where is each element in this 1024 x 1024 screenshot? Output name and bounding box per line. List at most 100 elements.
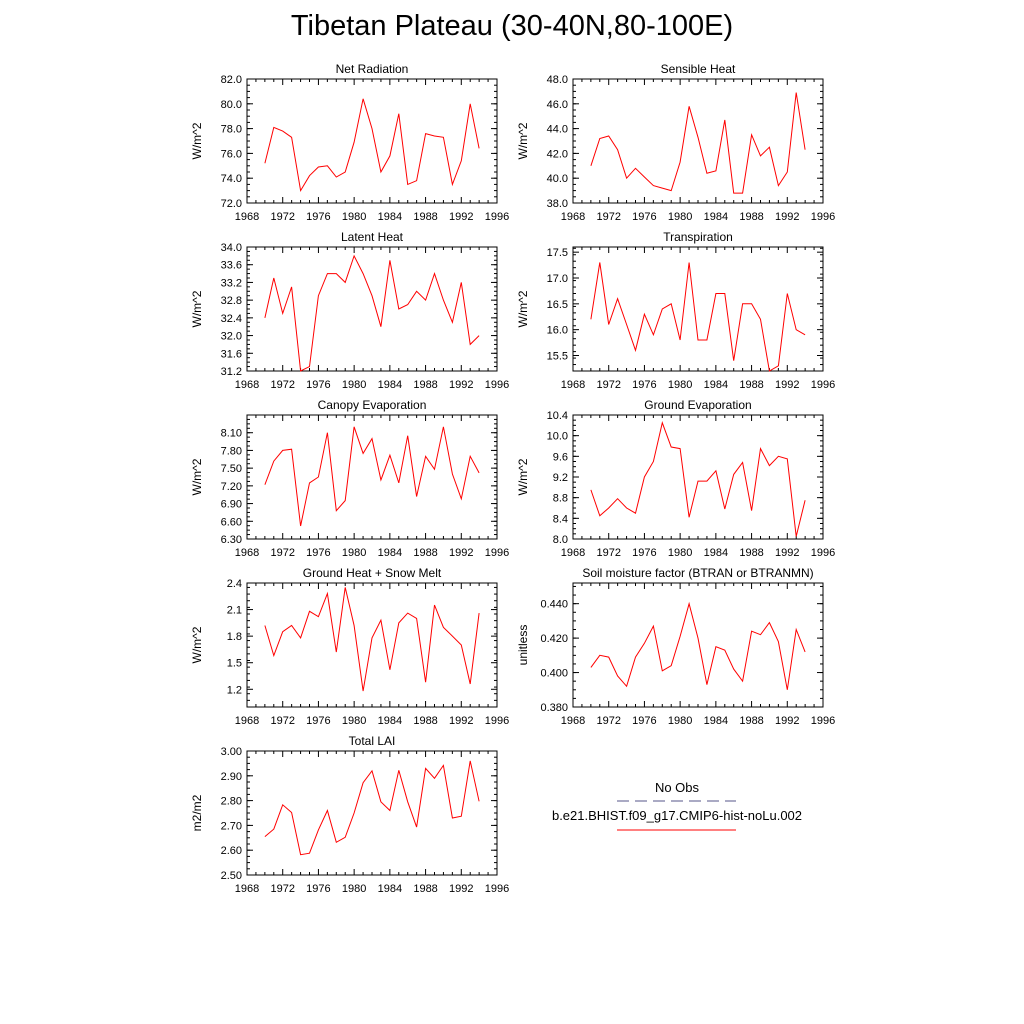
y-tick-label: 17.0 — [547, 273, 568, 285]
y-tick-label: 1.5 — [227, 658, 242, 670]
x-tick-label: 1980 — [342, 883, 366, 895]
y-tick-label: 42.0 — [547, 148, 568, 160]
x-tick-label: 1984 — [704, 379, 728, 391]
y-tick-label: 9.6 — [553, 451, 568, 463]
y-tick-label: 2.60 — [221, 845, 242, 857]
x-tick-label: 1996 — [811, 211, 835, 223]
x-tick-label: 1996 — [811, 547, 835, 559]
plot-frame — [246, 414, 498, 540]
x-tick-label: 1988 — [739, 211, 763, 223]
y-tick-label: 82.0 — [221, 74, 242, 86]
x-tick-label: 1996 — [811, 715, 835, 727]
chart-panel: Sensible Heat W/m^2 1968 1972 1976 1980 1984 19… — [516, 62, 835, 223]
x-tick-label: 1996 — [485, 883, 509, 895]
x-tick-label: 1984 — [378, 211, 402, 223]
x-tick-label: 1976 — [632, 547, 656, 559]
y-tick-label: 31.6 — [221, 348, 242, 360]
y-tick-label: 7.80 — [221, 445, 242, 457]
y-axis-label: W/m^2 — [516, 290, 530, 327]
chart-panel: Ground Evaporation W/m^2 1968 1972 1976 1980 1… — [516, 398, 835, 559]
x-tick-label: 1976 — [306, 547, 330, 559]
y-tick-label: 0.400 — [540, 668, 568, 680]
y-axis-label: W/m^2 — [516, 122, 530, 159]
y-tick-label: 8.4 — [553, 513, 568, 525]
y-tick-label: 48.0 — [547, 74, 568, 86]
y-tick-label: 10.4 — [547, 410, 568, 422]
chart-title: Soil moisture factor (BTRAN or BTRANMN) — [582, 566, 813, 580]
x-tick-label: 1980 — [342, 379, 366, 391]
plot-frame — [246, 78, 498, 204]
x-tick-label: 1996 — [485, 379, 509, 391]
chart-panel: Transpiration W/m^2 1968 1972 1976 1980 1984 19… — [516, 230, 835, 391]
y-tick-label: 9.2 — [553, 472, 568, 484]
x-tick-label: 1988 — [413, 547, 437, 559]
chart-title: Transpiration — [663, 230, 733, 244]
x-tick-label: 1984 — [378, 547, 402, 559]
y-tick-label: 2.90 — [221, 771, 242, 783]
y-tick-label: 2.80 — [221, 796, 242, 808]
y-tick-label: 0.440 — [540, 599, 568, 611]
x-tick-label: 1984 — [704, 715, 728, 727]
x-tick-label: 1984 — [378, 715, 402, 727]
series-line — [264, 760, 480, 856]
x-tick-label: 1992 — [775, 715, 799, 727]
y-tick-label: 2.4 — [227, 578, 242, 590]
y-tick-label: 6.30 — [221, 534, 242, 546]
legend: No Obs b.e21.BHIST.f09_g17.CMIP6-hist-no… — [552, 780, 802, 831]
legend-obs-label: No Obs — [655, 780, 700, 795]
x-tick-label: 1992 — [449, 715, 473, 727]
series-line — [264, 98, 480, 193]
y-tick-label: 46.0 — [547, 99, 568, 111]
y-axis-label: W/m^2 — [190, 290, 204, 327]
y-tick-label: 74.0 — [221, 173, 242, 185]
x-tick-label: 1988 — [739, 379, 763, 391]
y-axis-label: W/m^2 — [190, 122, 204, 159]
x-tick-label: 1972 — [596, 547, 620, 559]
chart-title: Canopy Evaporation — [318, 398, 427, 412]
x-tick-label: 1988 — [739, 715, 763, 727]
chart-title: Latent Heat — [341, 230, 404, 244]
x-tick-label: 1968 — [561, 547, 585, 559]
series-line — [264, 426, 480, 527]
x-tick-label: 1972 — [270, 211, 294, 223]
x-tick-label: 1968 — [235, 379, 259, 391]
x-tick-label: 1992 — [449, 883, 473, 895]
x-tick-label: 1988 — [413, 883, 437, 895]
x-tick-label: 1972 — [270, 883, 294, 895]
plot-frame — [572, 78, 824, 204]
y-tick-label: 0.420 — [540, 633, 568, 645]
chart-title: Net Radiation — [336, 62, 409, 76]
y-tick-label: 78.0 — [221, 124, 242, 136]
x-tick-label: 1968 — [561, 211, 585, 223]
x-tick-label: 1992 — [775, 379, 799, 391]
x-tick-label: 1980 — [342, 547, 366, 559]
x-tick-label: 1988 — [413, 379, 437, 391]
x-tick-label: 1972 — [596, 211, 620, 223]
chart-title: Ground Heat + Snow Melt — [303, 566, 442, 580]
x-tick-label: 1976 — [306, 379, 330, 391]
y-tick-label: 34.0 — [221, 242, 242, 254]
x-tick-label: 1984 — [704, 547, 728, 559]
chart-panel: Latent Heat W/m^2 1968 1972 1976 1980 1984 1988… — [190, 230, 509, 391]
y-tick-label: 16.0 — [547, 325, 568, 337]
x-tick-label: 1968 — [235, 547, 259, 559]
y-tick-label: 0.380 — [540, 702, 568, 714]
x-tick-label: 1972 — [270, 547, 294, 559]
x-tick-label: 1976 — [632, 379, 656, 391]
x-tick-label: 1972 — [270, 715, 294, 727]
x-tick-label: 1996 — [811, 379, 835, 391]
y-axis-label: W/m^2 — [190, 458, 204, 495]
y-tick-label: 32.8 — [221, 295, 242, 307]
y-tick-label: 10.0 — [547, 431, 568, 443]
x-tick-label: 1980 — [668, 379, 692, 391]
y-tick-label: 8.8 — [553, 493, 568, 505]
y-axis-label: W/m^2 — [516, 458, 530, 495]
y-tick-label: 33.6 — [221, 260, 242, 272]
y-tick-label: 7.50 — [221, 463, 242, 475]
x-tick-label: 1976 — [632, 211, 656, 223]
series-line — [264, 254, 480, 372]
x-tick-label: 1968 — [235, 883, 259, 895]
x-tick-label: 1992 — [449, 379, 473, 391]
chart-title: Sensible Heat — [661, 62, 736, 76]
